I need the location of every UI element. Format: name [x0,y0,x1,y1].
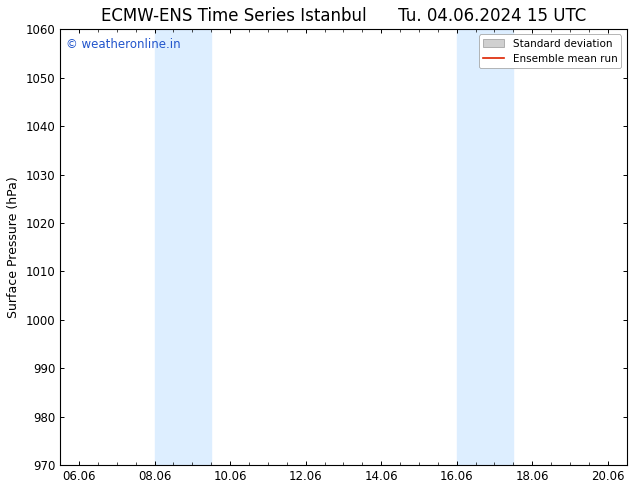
Legend: Standard deviation, Ensemble mean run: Standard deviation, Ensemble mean run [479,34,621,68]
Title: ECMW-ENS Time Series Istanbul      Tu. 04.06.2024 15 UTC: ECMW-ENS Time Series Istanbul Tu. 04.06.… [101,7,586,25]
Text: © weatheronline.in: © weatheronline.in [66,38,181,51]
Bar [456,29,514,465]
Y-axis label: Surface Pressure (hPa): Surface Pressure (hPa) [7,176,20,318]
Bar [155,29,211,465]
